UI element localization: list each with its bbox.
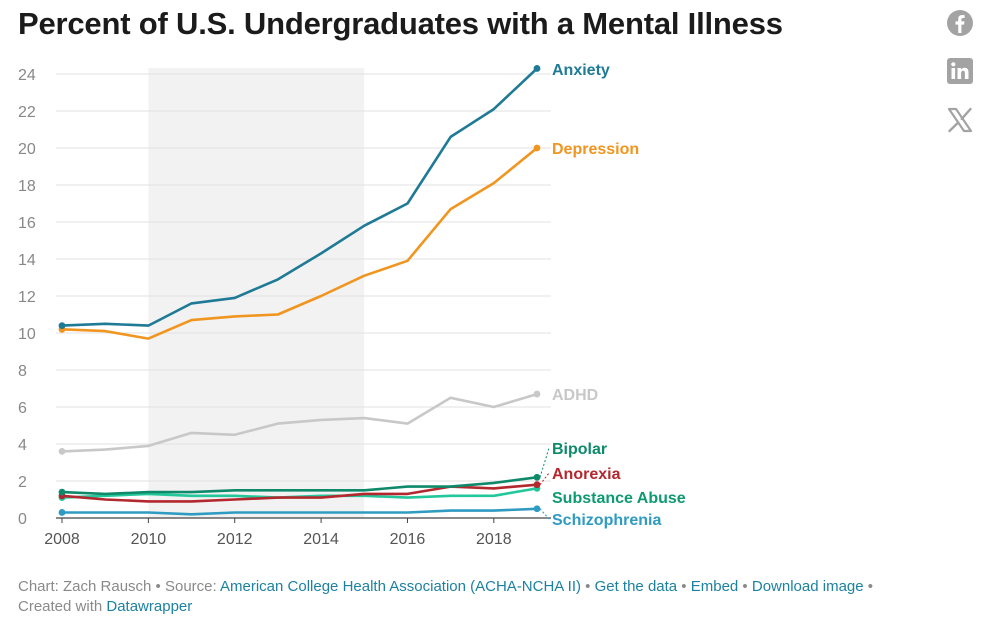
- series-start-point-anxiety: [58, 322, 66, 329]
- chart-title: Percent of U.S. Undergraduates with a Me…: [18, 6, 783, 41]
- x-tick-label: 2010: [131, 531, 167, 548]
- y-tick-label: 0: [18, 511, 27, 528]
- footer-separator: •: [580, 578, 595, 595]
- download-image-link[interactable]: Download image: [751, 578, 864, 595]
- series-label-anorexia: Anorexia: [552, 466, 621, 483]
- series-end-point-schizophrenia: [533, 505, 541, 513]
- footer-credit: Chart: Zach Rausch • Source:: [18, 578, 221, 595]
- created-with-text: Created with: [18, 598, 107, 615]
- x-share-button[interactable]: [944, 104, 976, 136]
- x-tick-label: 2012: [217, 531, 253, 548]
- x-tick-label: 2014: [303, 531, 339, 548]
- y-tick-label: 8: [18, 363, 27, 380]
- label-connector-anorexia: [539, 472, 550, 486]
- y-tick-label: 24: [18, 67, 36, 84]
- y-tick-label: 18: [18, 178, 36, 195]
- embed-link[interactable]: Embed: [690, 578, 739, 595]
- y-tick-label: 14: [18, 252, 36, 269]
- y-tick-label: 6: [18, 400, 27, 417]
- highlight-period: [148, 68, 365, 518]
- x-icon: [947, 107, 973, 133]
- get-data-link[interactable]: Get the data: [594, 578, 678, 595]
- series-label-bipolar: Bipolar: [552, 441, 607, 458]
- y-tick-label: 22: [18, 104, 36, 121]
- series-line-depression: [60, 146, 539, 340]
- series-line-anxiety: [60, 67, 539, 327]
- x-tick-label: 2016: [390, 531, 426, 548]
- source-link[interactable]: American College Health Association (ACH…: [220, 578, 581, 595]
- series-label-substance-abuse: Substance Abuse: [552, 490, 686, 507]
- label-connector-bipolar: [539, 447, 550, 478]
- series-start-point-schizophrenia: [58, 509, 66, 516]
- footer-separator: •: [863, 578, 874, 595]
- linkedin-icon: [947, 58, 973, 84]
- x-tick-label: 2018: [476, 531, 512, 548]
- series-end-point-bipolar: [533, 473, 541, 481]
- series-end-point-anxiety: [533, 65, 541, 72]
- series-end-point-depression: [533, 144, 541, 152]
- facebook-icon: [947, 10, 973, 36]
- series-start-point-adhd: [58, 448, 66, 455]
- facebook-share-button[interactable]: [944, 7, 976, 39]
- linkedin-share-button[interactable]: [944, 55, 976, 87]
- chart-footer: Chart: Zach Rausch • Source: American Co…: [18, 577, 968, 617]
- series-label-anxiety: Anxiety: [552, 62, 610, 79]
- series-line-schizophrenia: [60, 507, 539, 516]
- y-tick-label: 20: [18, 141, 36, 158]
- y-tick-label: 4: [18, 437, 27, 454]
- y-tick-label: 16: [18, 215, 36, 232]
- series-line-bipolar: [60, 475, 539, 496]
- series-line-adhd: [60, 392, 539, 453]
- footer-separator: •: [677, 578, 691, 595]
- x-tick-label: 2008: [44, 531, 80, 548]
- datawrapper-link[interactable]: Datawrapper: [106, 598, 193, 615]
- series-end-point-anorexia: [533, 481, 541, 489]
- y-tick-label: 10: [18, 326, 36, 343]
- series-end-point-adhd: [533, 390, 541, 398]
- footer-separator: •: [738, 578, 752, 595]
- y-tick-label: 12: [18, 289, 36, 306]
- series-start-point-bipolar: [58, 488, 66, 496]
- series-label-depression: Depression: [552, 141, 639, 158]
- series-label-adhd: ADHD: [552, 387, 598, 404]
- series-label-schizophrenia: Schizophrenia: [552, 512, 661, 529]
- y-tick-label: 2: [18, 474, 27, 491]
